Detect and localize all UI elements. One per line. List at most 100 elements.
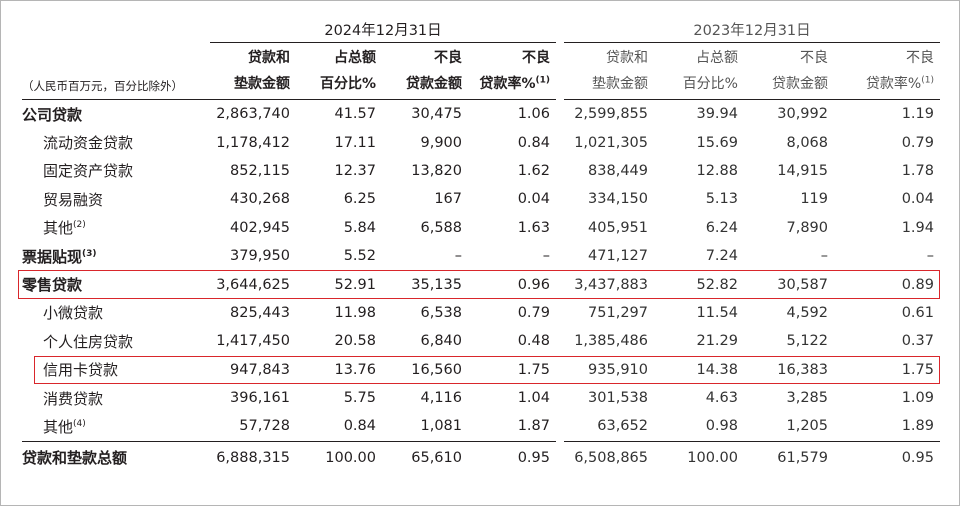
cell-npl-amount-prior: 7,890: [786, 219, 828, 236]
cell-npl-ratio-prior: 1.94: [901, 219, 934, 236]
cell-share-current: 5.52: [343, 248, 376, 265]
cell-npl-ratio-current: –: [542, 248, 550, 265]
cell-npl-amount-current: 1,081: [420, 418, 462, 435]
cell-npl-amount-current: 65,610: [411, 449, 462, 466]
cell-share-prior: 14.38: [696, 361, 738, 378]
cell-share-current: 11.98: [334, 304, 376, 321]
cell-npl-ratio-prior: 0.61: [901, 304, 934, 321]
cell-npl-amount-prior: 4,592: [786, 304, 828, 321]
col-npl-ratio-current: 不良 贷款率%(1): [479, 50, 550, 92]
table-row: 公司贷款 2,863,740 41.57 30,475 1.06 2,599,855 39.…: [22, 99, 940, 129]
cell-amount-current: 1,178,412: [216, 134, 290, 151]
cell-amount-current: 1,417,450: [216, 333, 290, 350]
table-row: 票据贴现(3) 379,950 5.52– –471,127 7.24– –: [22, 241, 940, 271]
cell-amount-current: 396,161: [230, 390, 290, 407]
cell-npl-ratio-current: 0.48: [517, 333, 550, 350]
cell-npl-ratio-prior: 1.89: [901, 418, 934, 435]
footnote-marker: (2): [73, 220, 86, 231]
loans-table: 2024年12月31日 2023年12月31日 （人民币百万元，百分比除外） 贷…: [22, 16, 940, 474]
cell-npl-amount-current: 4,116: [420, 390, 462, 407]
cell-amount-prior: 334,150: [556, 185, 654, 214]
cell-amount-prior: 6,508,865: [556, 441, 654, 474]
footnote-marker: (3): [82, 248, 97, 259]
row-label: 零售贷款: [22, 276, 83, 295]
cell-npl-amount-current: 16,560: [411, 361, 462, 378]
cell-npl-amount-prior: 30,587: [777, 276, 828, 293]
cell-npl-ratio-prior: 0.04: [901, 191, 934, 208]
cell-npl-ratio-prior: 0.37: [901, 333, 934, 350]
cell-share-current: 17.11: [334, 134, 376, 151]
cell-amount-prior: 3,437,883: [556, 270, 654, 299]
cell-npl-ratio-prior: –: [926, 248, 934, 265]
cell-amount-current: 6,888,315: [216, 449, 290, 466]
cell-npl-amount-prior: 119: [800, 191, 828, 208]
cell-npl-amount-prior: 16,383: [777, 361, 828, 378]
year-header-row: 2024年12月31日 2023年12月31日: [22, 16, 940, 43]
footnote-marker: (1): [921, 75, 934, 86]
cell-npl-amount-current: 30,475: [411, 106, 462, 123]
cell-amount-current: 947,843: [230, 361, 290, 378]
cell-share-prior: 39.94: [696, 106, 738, 123]
cell-amount-current: 825,443: [230, 304, 290, 321]
cell-npl-amount-prior: 61,579: [777, 449, 828, 466]
cell-share-current: 5.84: [343, 219, 376, 236]
table-row: 个人住房贷款 1,417,450 20.58 6,840 0.48 1,385,486 21…: [22, 327, 940, 356]
row-label: 信用卡贷款: [43, 361, 119, 380]
cell-amount-current: 3,644,625: [216, 276, 290, 293]
cell-amount-prior: 838,449: [556, 156, 654, 186]
cell-npl-amount-prior: 14,915: [777, 162, 828, 179]
table-row: 消费贷款 396,161 5.75 4,116 1.04 301,538 4.63 3,285…: [22, 383, 940, 413]
table-row: 流动资金贷款 1,178,412 17.11 9,900 0.84 1,021,305 15…: [22, 128, 940, 157]
cell-share-current: 41.57: [334, 106, 376, 123]
cell-share-current: 0.84: [343, 418, 376, 435]
table-body: 公司贷款 2,863,740 41.57 30,475 1.06 2,599,855 39.…: [22, 99, 940, 474]
cell-npl-ratio-current: 1.75: [517, 361, 550, 378]
row-label: 其他(2): [43, 219, 86, 238]
cell-share-prior: 21.29: [696, 333, 738, 350]
table-row: 其他(2) 402,945 5.84 6,588 1.63 405,951 6.24 7,89…: [22, 213, 940, 242]
cell-npl-ratio-current: 0.95: [517, 449, 550, 466]
table-row: 贸易融资 430,268 6.25 167 0.04 334,150 5.13 119 0.04: [22, 185, 940, 214]
cell-amount-prior: 63,652: [556, 412, 654, 442]
cell-npl-amount-current: 6,588: [420, 219, 462, 236]
col-share-current: 占总额 百分比%: [319, 50, 376, 92]
cell-npl-ratio-prior: 0.79: [901, 134, 934, 151]
row-label: 贷款和垫款总额: [22, 449, 128, 468]
cell-npl-amount-current: 35,135: [411, 276, 462, 293]
cell-npl-amount-prior: 30,992: [777, 106, 828, 123]
row-label: 其他(4): [43, 417, 86, 436]
cell-share-current: 100.00: [325, 449, 376, 466]
col-npl-amount-current: 不良 贷款金额: [406, 50, 462, 92]
col-amount-current: 贷款和 垫款金额: [234, 50, 290, 92]
cell-share-prior: 12.88: [696, 162, 738, 179]
cell-amount-prior: 2,599,855: [556, 99, 654, 129]
cell-npl-amount-prior: 8,068: [786, 134, 828, 151]
cell-share-prior: 4.63: [705, 390, 738, 407]
row-label: 个人住房贷款: [43, 332, 134, 351]
column-header-row: （人民币百万元，百分比除外） 贷款和 垫款金额 占总额 百分比% 不良 贷款金额 不良…: [22, 42, 940, 100]
col-amount-prior: 贷款和 垫款金额: [556, 42, 654, 100]
cell-amount-prior: 405,951: [556, 213, 654, 242]
cell-amount-prior: 1,385,486: [556, 327, 654, 356]
cell-npl-ratio-current: 0.84: [517, 134, 550, 151]
cell-share-current: 13.76: [334, 361, 376, 378]
cell-amount-current: 57,728: [239, 418, 290, 435]
cell-npl-amount-current: –: [454, 248, 462, 265]
cell-amount-prior: 471,127: [556, 241, 654, 271]
cell-npl-amount-prior: 3,285: [786, 390, 828, 407]
row-label: 票据贴现(3): [22, 247, 97, 266]
cell-npl-amount-current: 13,820: [411, 162, 462, 179]
cell-npl-ratio-prior: 1.78: [901, 162, 934, 179]
cell-amount-current: 430,268: [230, 191, 290, 208]
col-npl-amount-prior: 不良 贷款金额: [772, 50, 828, 92]
footnote-marker: (4): [73, 418, 86, 429]
row-label: 公司贷款: [22, 105, 83, 124]
cell-npl-ratio-prior: 0.89: [901, 276, 934, 293]
cell-amount-prior: 301,538: [556, 383, 654, 413]
cell-npl-ratio-current: 0.96: [517, 276, 550, 293]
table-row: 其他(4) 57,728 0.84 1,081 1.87 63,652 0.98 1,205 1…: [22, 412, 940, 442]
cell-npl-ratio-current: 1.63: [517, 219, 550, 236]
row-label: 消费贷款: [43, 389, 104, 408]
cell-npl-ratio-current: 0.04: [517, 191, 550, 208]
cell-npl-ratio-current: 0.79: [517, 304, 550, 321]
